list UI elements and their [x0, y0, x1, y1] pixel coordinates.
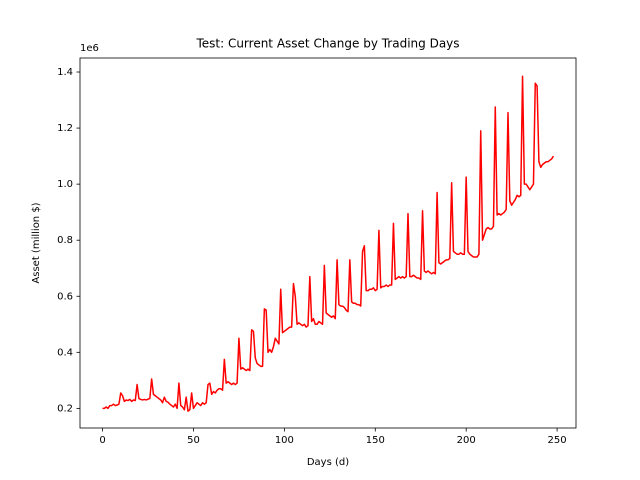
y-offset-label: 1e6	[80, 43, 99, 54]
chart-title: Test: Current Asset Change by Trading Da…	[195, 37, 459, 51]
y-tick-label: 0.8	[57, 235, 73, 246]
axes-frame	[79, 57, 577, 429]
y-tick-label: 0.2	[57, 403, 73, 414]
y-tick-label: 0.6	[57, 291, 73, 302]
y-tick-label: 1.4	[57, 67, 73, 78]
x-tick-label: 50	[187, 435, 200, 446]
data-line	[102, 75, 555, 412]
x-tick-label: 250	[548, 435, 567, 446]
y-tick-label: 0.4	[57, 347, 73, 358]
x-tick-label: 150	[366, 435, 385, 446]
x-tick-label: 100	[275, 435, 294, 446]
x-axis-label: Days (d)	[307, 457, 349, 468]
y-axis-label: Asset (million $)	[31, 202, 42, 283]
y-tick-label: 1.0	[57, 179, 73, 190]
x-tick-label: 200	[457, 435, 476, 446]
x-tick-label: 0	[99, 435, 105, 446]
y-tick-label: 1.2	[57, 123, 73, 134]
